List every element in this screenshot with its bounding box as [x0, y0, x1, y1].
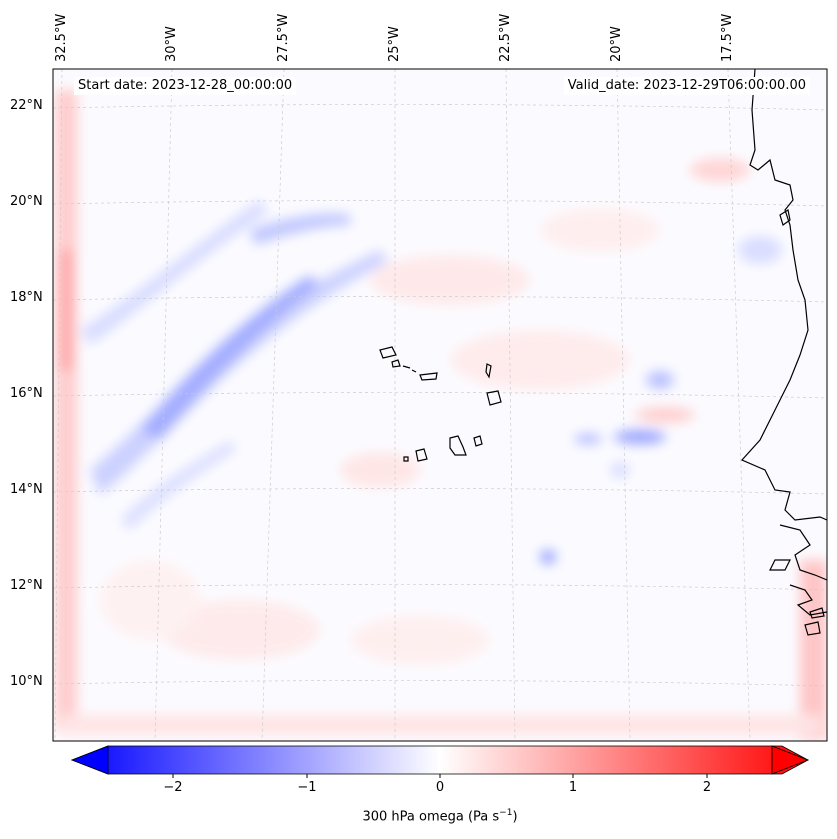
start-date-label: Start date: 2023-12-28_00:00:00 [74, 77, 297, 95]
lat-label: 12°N [10, 578, 43, 593]
lat-label: 16°N [10, 386, 43, 401]
coastline [740, 69, 827, 636]
colorbar-title: 300 hPa omega (Pa s−1) [362, 808, 518, 825]
colorbar-tick: −1 [297, 780, 317, 795]
lon-label: 25°W [387, 26, 402, 62]
colorbar [70, 745, 810, 778]
colorbar-tick: 1 [568, 780, 578, 795]
colorbar-tick: −2 [163, 780, 183, 795]
lat-label: 18°N [10, 290, 43, 305]
lat-label: 10°N [10, 674, 43, 689]
graticule [53, 69, 827, 741]
lon-label: 17.5°W [720, 13, 735, 62]
omega-field [53, 69, 827, 741]
lat-label: 20°N [10, 194, 43, 209]
islands [379, 346, 502, 462]
valid-date-label: Valid_date: 2023-12-29T06:00:00.00 [563, 77, 810, 95]
lon-label: 22.5°W [498, 13, 513, 62]
lon-label: 20°W [609, 26, 624, 62]
map-frame [52, 68, 828, 742]
lat-label: 22°N [10, 98, 43, 113]
colorbar-tick: 0 [435, 780, 445, 795]
lon-label: 27.5°W [276, 13, 291, 62]
lon-label: 30°W [164, 26, 179, 62]
lon-label: 32.5°W [54, 13, 69, 62]
colorbar-tick: 2 [702, 780, 712, 795]
lat-label: 14°N [10, 482, 43, 497]
